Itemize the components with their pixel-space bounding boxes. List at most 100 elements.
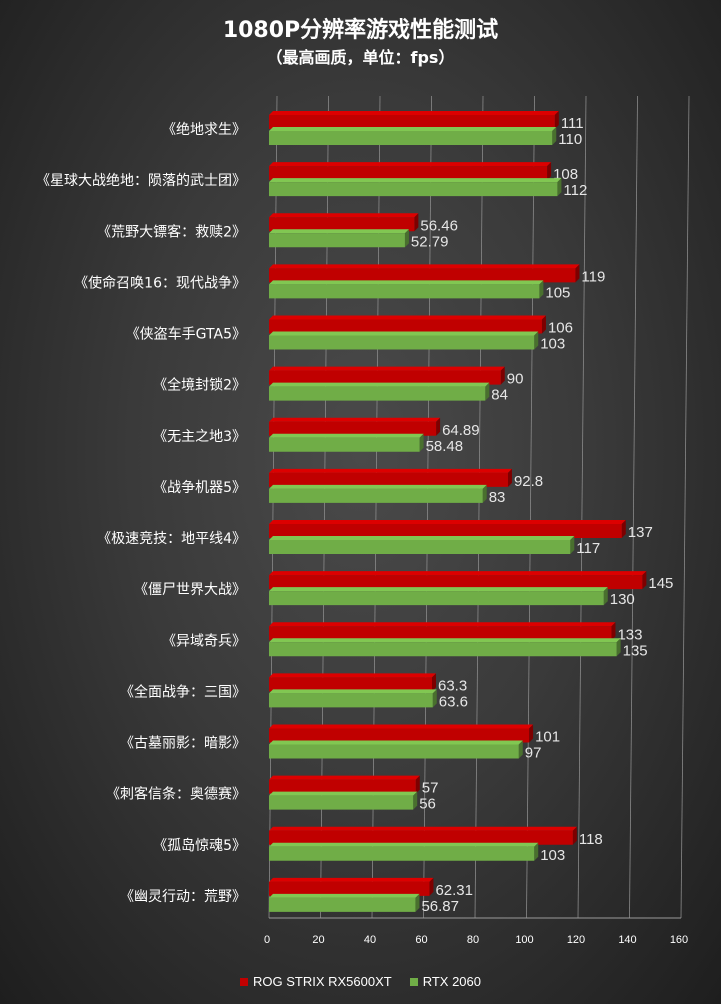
bar-side-s2-11: [432, 689, 437, 708]
bar-s2-7: [269, 488, 483, 503]
bar-side-s1-12: [529, 724, 534, 743]
x-tick-label-5: 100: [515, 934, 533, 946]
category-label-13: 《刺客信条：奥德赛》: [106, 786, 246, 803]
bar-top-s1-13: [269, 775, 420, 780]
gridline-8: [680, 95, 690, 919]
bar-s2-3: [269, 284, 540, 299]
bar-side-s1-7: [507, 468, 512, 487]
value-label-s1-3: 119: [581, 268, 605, 285]
bar-s2-9: [269, 591, 604, 606]
bar-top-s2-11: [269, 689, 437, 694]
bar-s2-15: [269, 897, 416, 912]
chart-title: 1080P分辨率游戏性能测试: [222, 18, 499, 43]
bar-s1-4: [269, 319, 542, 334]
value-label-s1-9: 145: [648, 575, 673, 592]
category-label-2: 《荒野大镖客：救赎2》: [97, 223, 246, 240]
bar-s2-0: [269, 131, 553, 145]
bar-side-s1-13: [415, 775, 420, 794]
x-tick-label-1: 20: [312, 934, 324, 946]
bar-s1-9: [269, 575, 643, 590]
bar-side-s1-14: [572, 826, 577, 845]
bar-top-s1-4: [269, 315, 546, 320]
value-label-s2-7: 83: [489, 489, 506, 506]
value-label-s2-6: 58.48: [426, 438, 464, 455]
bar-top-s2-7: [269, 484, 487, 489]
bar-side-s2-7: [482, 484, 487, 503]
bar-s1-1: [269, 166, 548, 181]
bar-top-s2-12: [269, 740, 523, 745]
category-label-14: 《孤岛惊魂5》: [153, 838, 246, 854]
bar-side-s2-9: [603, 587, 608, 606]
gridline-4: [474, 95, 484, 919]
value-label-s1-5: 90: [507, 371, 524, 388]
bar-top-s2-4: [269, 331, 539, 336]
value-label-s2-4: 103: [540, 336, 565, 353]
bar-top-s2-13: [269, 791, 418, 796]
bar-s1-10: [269, 626, 612, 641]
value-label-s1-8: 137: [628, 524, 653, 541]
category-label-3: 《使命召唤16：现代战争》: [74, 274, 246, 291]
x-tick-label-2: 40: [364, 934, 376, 946]
bar-top-s2-2: [269, 229, 409, 234]
category-label-5: 《全境封锁2》: [153, 377, 246, 394]
bar-top-s1-0: [269, 111, 559, 115]
value-label-s2-5: 84: [491, 387, 508, 404]
value-label-s1-4: 106: [548, 320, 573, 337]
bar-side-s2-6: [419, 433, 424, 452]
bar-side-s1-1: [547, 162, 552, 181]
category-label-11: 《全面战争：三国》: [120, 683, 246, 700]
bar-s2-12: [269, 744, 519, 759]
bar-top-s1-8: [269, 520, 626, 524]
bar-s1-11: [269, 677, 432, 692]
x-tick-label-3: 60: [415, 934, 427, 946]
value-label-s2-10: 135: [623, 642, 648, 659]
bar-s1-5: [269, 370, 501, 385]
category-label-12: 《古墓丽影：暗影》: [120, 736, 246, 752]
bar-s1-14: [269, 830, 573, 845]
value-label-s2-9: 130: [610, 591, 635, 608]
legend-label-series-2: RTX 2060: [422, 974, 481, 989]
bar-top-s2-10: [269, 638, 621, 643]
bar-top-s1-15: [269, 877, 434, 882]
bar-top-s1-9: [269, 571, 647, 576]
bar-s1-7: [269, 472, 508, 487]
bar-side-s1-4: [541, 315, 546, 334]
bar-s1-12: [269, 728, 530, 743]
bar-top-s1-7: [269, 468, 512, 473]
value-label-s1-13: 57: [422, 780, 439, 797]
bar-side-s2-4: [534, 331, 539, 350]
bar-s2-6: [269, 437, 420, 452]
bar-side-s2-1: [557, 178, 562, 197]
bar-top-s2-0: [269, 127, 557, 131]
chart-subtitle: （最高画质，单位：fps）: [266, 48, 455, 67]
bar-side-s2-13: [413, 791, 418, 810]
bar-top-s2-14: [269, 842, 539, 847]
value-label-s1-2: 56.46: [420, 217, 458, 234]
bar-s2-1: [269, 182, 558, 197]
x-tick-label-7: 140: [618, 934, 636, 946]
value-label-s2-8: 117: [576, 540, 600, 557]
bar-s1-2: [269, 217, 415, 232]
bar-side-s1-3: [575, 264, 580, 283]
bar-s1-6: [269, 421, 437, 436]
bar-side-s1-5: [500, 366, 505, 385]
bar-s1-0: [269, 115, 555, 129]
bar-side-s2-2: [404, 229, 409, 248]
bar-side-s2-5: [485, 382, 490, 401]
bar-top-s2-8: [269, 536, 575, 540]
value-label-s2-14: 103: [540, 847, 565, 864]
bar-side-s2-15: [415, 893, 420, 912]
bar-top-s2-6: [269, 433, 424, 438]
bar-side-s1-8: [621, 520, 626, 538]
gridline-7: [629, 95, 638, 919]
value-label-s1-14: 118: [579, 831, 603, 848]
bar-s1-3: [269, 268, 576, 283]
bar-side-s1-10: [611, 622, 616, 641]
bar-side-s2-10: [616, 638, 621, 657]
category-label-1: 《星球大战绝地：陨落的武士团》: [36, 173, 246, 189]
bar-top-s1-5: [269, 366, 505, 371]
x-tick-label-8: 160: [670, 934, 688, 946]
bar-s1-15: [269, 881, 430, 896]
legend: ROG STRIX RX5600XT RTX 2060: [0, 974, 721, 989]
bar-side-s2-0: [552, 127, 557, 145]
